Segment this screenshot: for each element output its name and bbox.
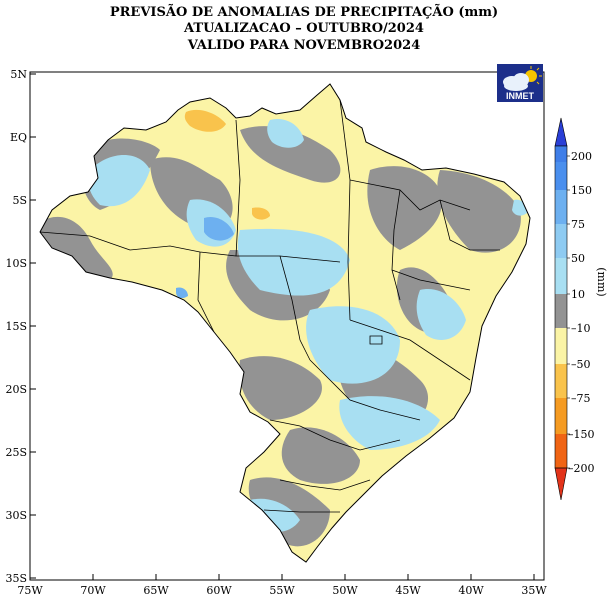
tick-marks: [29, 73, 535, 580]
boundary-line: [269, 419, 401, 451]
colorbar-unit: (mm): [595, 267, 608, 296]
strong-wet-spot: [204, 216, 234, 241]
boundary-line: [391, 189, 401, 301]
boundary-line: [197, 251, 215, 333]
colorbar-segment: [555, 398, 567, 434]
lat-label: EQ: [10, 131, 27, 144]
latitude-labels: 5N EQ 5S 10S 15S 20S 25S 30S 35S: [5, 68, 27, 585]
gray-area: [239, 356, 322, 420]
lat-label: 20S: [5, 383, 27, 396]
boundary-line: [309, 359, 421, 421]
colorbar-label: 200: [571, 150, 592, 163]
dry-spot: [184, 109, 226, 132]
colorbar-top-arrow: [554, 117, 568, 147]
colorbar-segment: [555, 294, 567, 328]
colorbar: 200 150 75 50 10 –10 –50 –75 –150 –200 (…: [554, 117, 608, 501]
colorbar-label: 75: [571, 218, 585, 231]
boundary-line: [391, 269, 471, 291]
colorbar-label: –150: [568, 428, 595, 441]
colorbar-label: –75: [571, 392, 591, 405]
lon-label: 60W: [206, 584, 232, 597]
longitude-labels: 75W 70W 65W 60W 55W 50W 45W 40W 35W: [17, 584, 547, 597]
colorbar-segment: [555, 364, 567, 398]
lon-label: 35W: [521, 584, 547, 597]
map-title-line-3: VALIDO PARA NOVEMBRO2024: [187, 38, 421, 53]
wet-area: [416, 289, 466, 340]
lat-label: 25S: [5, 446, 27, 459]
wet-area: [339, 396, 440, 450]
gray-area: [240, 126, 341, 183]
lat-label: 15S: [5, 320, 27, 333]
map-title-line-2: ATUALIZACAO – OUTUBRO/2024: [184, 21, 424, 36]
colorbar-segment: [555, 328, 567, 364]
boundary-line: [279, 255, 311, 361]
map-title-line-1: PREVISÃO DE ANOMALIAS DE PRECIPITAÇÃO (m…: [109, 5, 499, 20]
lat-label: 5S: [12, 194, 27, 207]
colorbar-label: –50: [571, 358, 591, 371]
federal-district-outline: [369, 335, 383, 345]
logo-text: INMET: [506, 91, 535, 101]
state-boundaries: [39, 99, 500, 513]
wet-area: [88, 155, 150, 207]
lon-label: 40W: [458, 584, 484, 597]
cloud-sun-icon: [503, 66, 542, 91]
lat-label: 35S: [5, 572, 27, 585]
boundary-line: [39, 231, 341, 263]
colorbar-label: 150: [571, 184, 592, 197]
colorbar-segment: [555, 224, 567, 258]
colorbar-segment: [555, 162, 567, 190]
wet-area: [306, 306, 400, 384]
wet-area: [267, 118, 304, 148]
boundary-line: [235, 119, 241, 257]
boundary-line: [263, 509, 340, 513]
colorbar-segment: [555, 146, 567, 162]
boundary-line: [339, 99, 351, 321]
boundary-line: [439, 199, 500, 251]
lon-label: 45W: [395, 584, 421, 597]
wet-area: [237, 228, 350, 296]
boundary-line: [349, 319, 471, 381]
lon-label: 65W: [143, 584, 169, 597]
colorbar-label: 10: [571, 288, 585, 301]
lon-label: 50W: [332, 584, 358, 597]
colorbar-label: –10: [571, 322, 591, 335]
lon-label: 55W: [269, 584, 295, 597]
colorbar-label: 50: [571, 252, 585, 265]
boundary-line: [279, 479, 371, 491]
lat-label: 10S: [5, 257, 27, 270]
lon-label: 70W: [80, 584, 106, 597]
strong-wet-spot: [176, 287, 188, 299]
colorbar-segment: [555, 434, 567, 468]
colorbar-segment: [555, 190, 567, 224]
dry-spot: [252, 207, 270, 220]
inmet-logo: INMET: [497, 64, 543, 102]
boundary-line: [349, 179, 471, 211]
colorbar-bottom-arrow: [554, 467, 568, 501]
colorbar-segment: [555, 258, 567, 294]
gray-area: [40, 216, 113, 280]
lon-label: 75W: [17, 584, 43, 597]
gray-area: [437, 170, 521, 253]
lat-label: 30S: [5, 509, 27, 522]
gray-area: [281, 427, 360, 484]
colorbar-label: –200: [568, 462, 595, 475]
lat-label: 5N: [10, 68, 27, 81]
